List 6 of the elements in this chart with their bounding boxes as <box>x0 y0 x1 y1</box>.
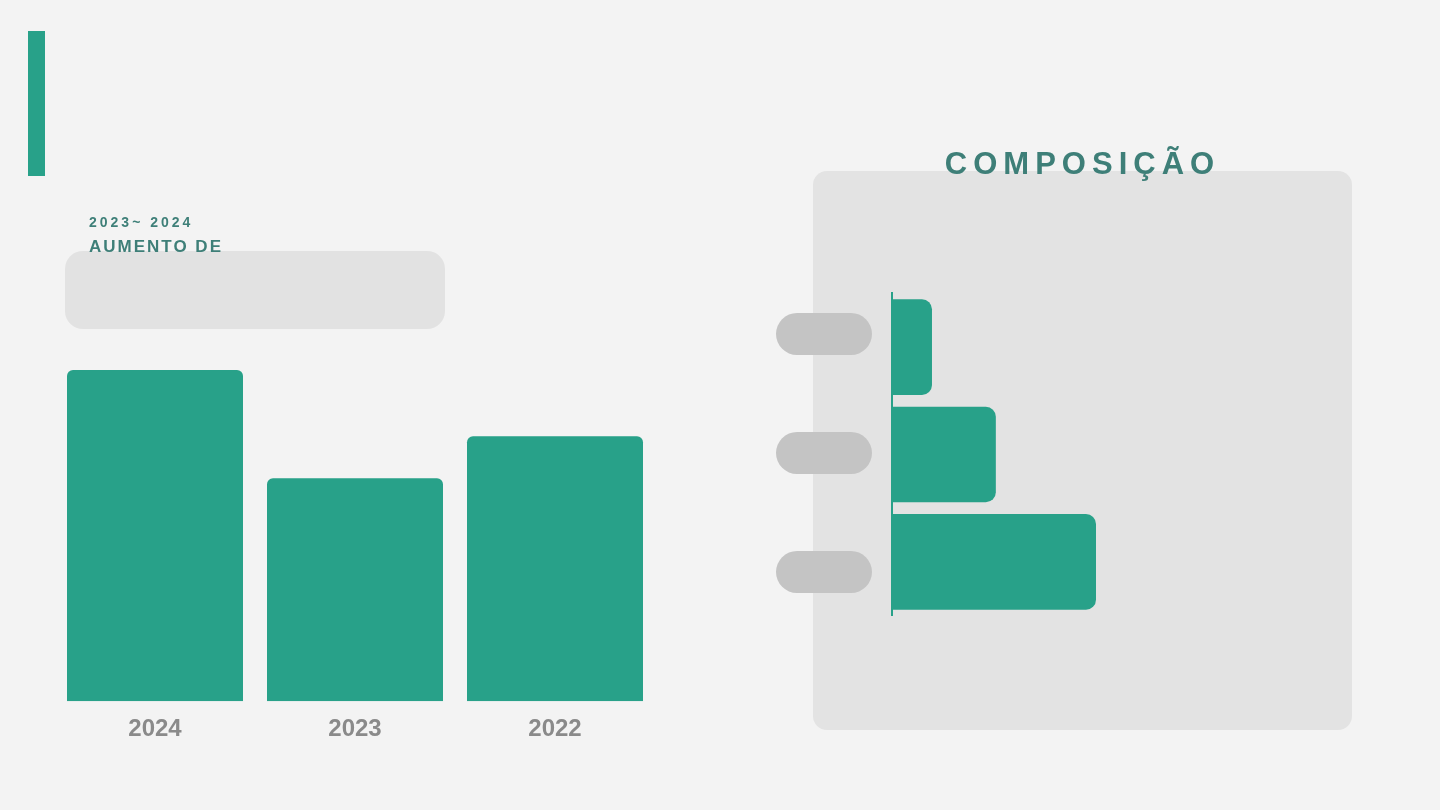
chart-subtitle: AUMENTO DE <box>89 237 223 257</box>
x-tick-label: 2022 <box>528 714 582 742</box>
x-tick-label: 2024 <box>128 714 183 742</box>
x-tick-label: 2023 <box>328 714 382 742</box>
chart-title: COMPOSIÇÃO <box>943 146 1222 182</box>
chart-title: 2023~ 2024 <box>89 214 194 230</box>
